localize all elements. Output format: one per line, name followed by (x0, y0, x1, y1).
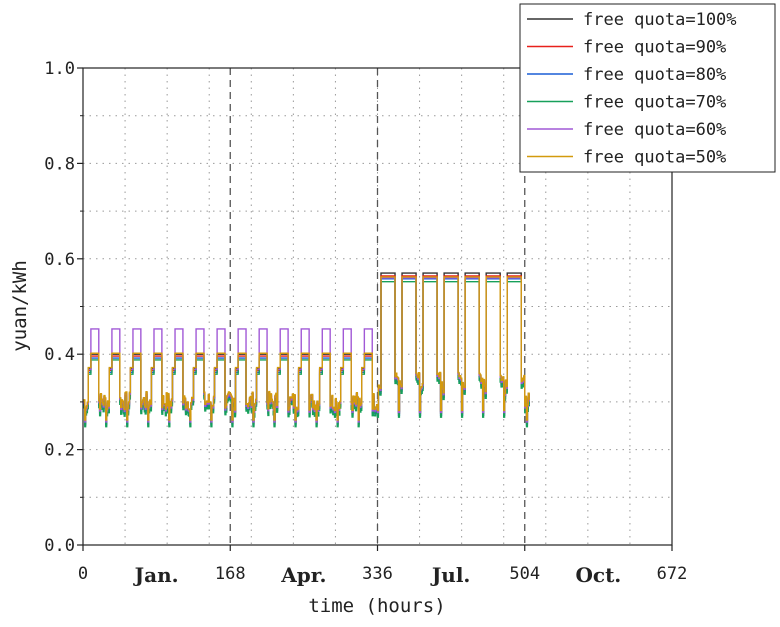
x-tick-label: 336 (362, 564, 393, 584)
y-tick-label: 1.0 (44, 59, 75, 79)
y-tick-label: 0.6 (44, 250, 75, 270)
y-tick-label: 0.2 (44, 441, 75, 461)
series-line (83, 276, 531, 421)
axis-ticks: 0.0 0.2 0.4 0.6 0.8 1.0 0 168 336 504 672 Jan. Apr. J… (44, 59, 687, 587)
legend-box (519, 3, 776, 173)
legend-label: free quota=60% (583, 120, 726, 140)
month-label: Apr. (280, 563, 326, 587)
x-tick-label: 504 (509, 564, 540, 584)
legend-label: free quota=100% (583, 10, 737, 30)
x-tick-label: 0 (78, 564, 88, 584)
section-dividers (229, 68, 526, 545)
month-label: Jul. (430, 563, 471, 587)
month-label: Oct. (575, 563, 621, 587)
x-tick-label: 168 (215, 564, 246, 584)
legend-label: free quota=80% (583, 65, 726, 85)
x-axis-title: time (hours) (308, 595, 445, 617)
y-axis-title: yuan/kWh (9, 260, 31, 352)
y-tick-label: 0.4 (44, 345, 75, 365)
x-tick-label: 672 (657, 564, 688, 584)
legend-label: free quota=70% (583, 93, 726, 113)
y-tick-label: 0.0 (44, 536, 75, 556)
month-label: Jan. (133, 563, 179, 587)
legend: free quota=100% free quota=90% free quota=… (519, 3, 776, 173)
y-tick-label: 0.8 (44, 154, 75, 174)
legend-label: free quota=50% (583, 148, 726, 168)
series-layer (83, 272, 531, 428)
series-line (83, 280, 531, 428)
legend-label: free quota=90% (583, 38, 726, 58)
